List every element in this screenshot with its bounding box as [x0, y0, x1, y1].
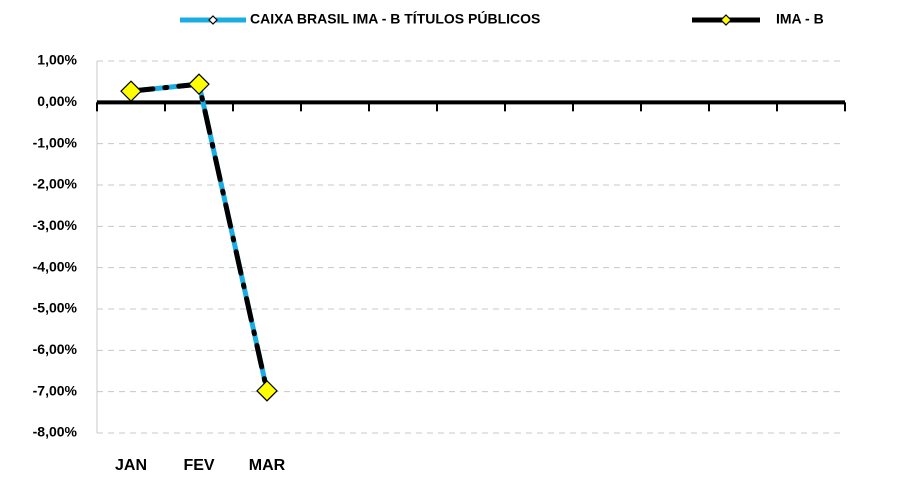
y-tick-label: -8,00% — [33, 424, 78, 440]
x-tick-label: FEV — [183, 457, 214, 474]
legend-label: CAIXA BRASIL IMA - B TÍTULOS PÚBLICOS — [250, 10, 540, 27]
y-tick-label: -4,00% — [33, 258, 78, 274]
y-tick-label: 0,00% — [37, 93, 77, 109]
legend-label: IMA - B — [776, 11, 824, 27]
x-tick-label: JAN — [115, 457, 147, 474]
legend-marker — [720, 14, 732, 26]
x-tick-label: MAR — [249, 457, 286, 474]
y-tick-label: -2,00% — [33, 176, 78, 192]
series-line — [128, 81, 270, 394]
y-tick-label: -7,00% — [33, 382, 78, 398]
series-line — [130, 81, 270, 391]
y-tick-label: -5,00% — [33, 300, 78, 316]
y-tick-label: -1,00% — [33, 134, 78, 150]
y-tick-label: -6,00% — [33, 341, 78, 357]
marker — [256, 379, 278, 402]
marker — [188, 73, 210, 95]
y-tick-label: -3,00% — [33, 217, 78, 233]
marker — [120, 80, 142, 103]
legend-marker — [208, 15, 218, 25]
y-tick-label: 1,00% — [37, 52, 77, 68]
